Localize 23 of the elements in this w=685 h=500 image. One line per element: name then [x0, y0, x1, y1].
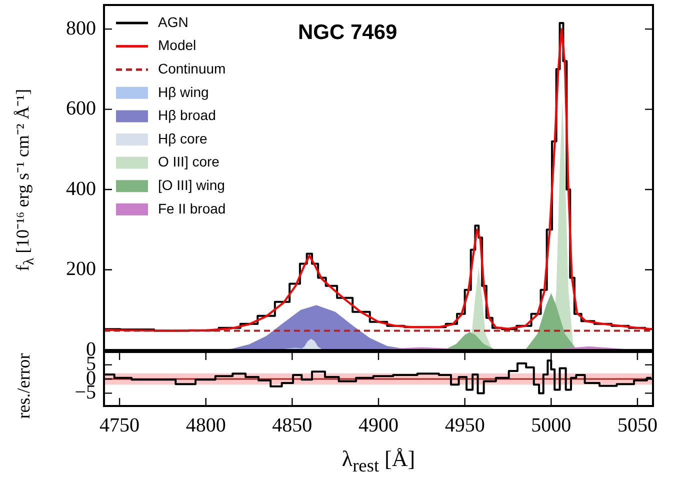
x-tick-label: 4950 — [444, 414, 485, 436]
y-tick-label: 200 — [66, 258, 96, 280]
text: NGC 7469 — [298, 21, 398, 45]
legend-label: AGN — [158, 14, 188, 30]
x-axis-title: λ$_{rest}$ [Å] — [342, 446, 416, 476]
legend-label: Fe II broad — [158, 200, 226, 216]
legend-label: Hβ wing — [158, 84, 209, 100]
legend-label: [O III] wing — [158, 176, 225, 193]
legend-label: Hβ core — [158, 130, 208, 146]
x-tick-label: 4750 — [100, 414, 140, 436]
x-tick-label: 5000 — [531, 414, 572, 436]
y-tick-label: 600 — [66, 98, 96, 120]
legend-label: Continuum — [158, 60, 226, 76]
x-tick-label: 5050 — [617, 414, 658, 436]
y-tick-label: 800 — [66, 17, 96, 40]
legend-label: Model — [158, 37, 196, 54]
x-tick-label: 4850 — [272, 414, 312, 436]
legend-label: Hβ broad — [158, 107, 216, 124]
y-tick-label: 400 — [66, 178, 96, 200]
y-axis-title: res./error — [14, 353, 34, 419]
x-tick-label: 4800 — [186, 414, 226, 436]
legend-label: O III] core — [158, 154, 220, 170]
x-tick-label: 4900 — [358, 414, 398, 436]
